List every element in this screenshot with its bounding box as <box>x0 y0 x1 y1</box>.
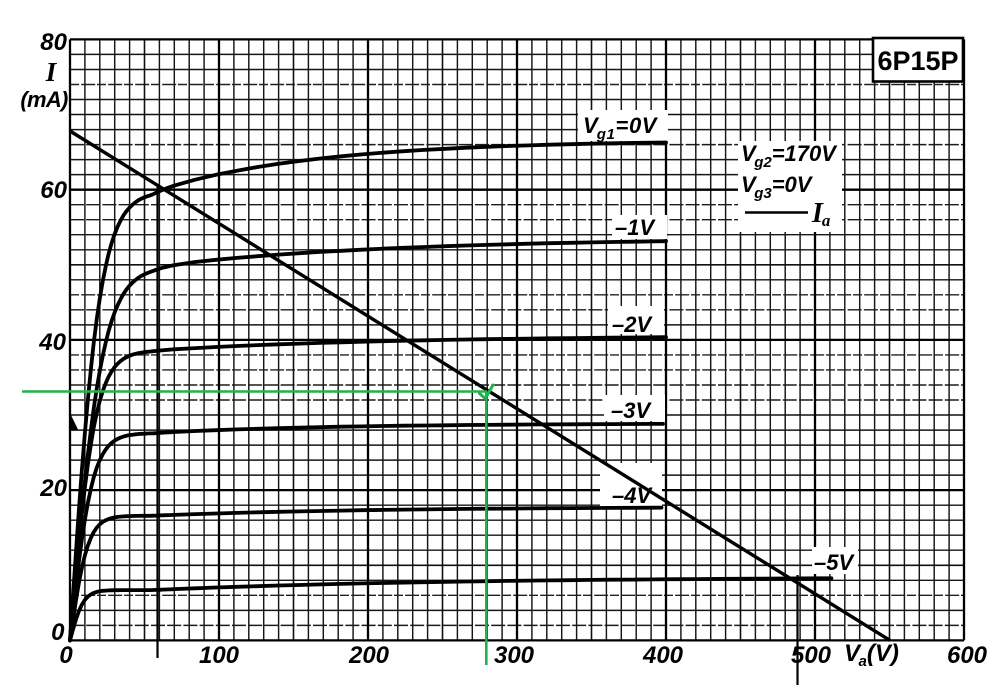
svg-text:–2V: –2V <box>612 312 653 337</box>
svg-text:500: 500 <box>791 642 832 669</box>
svg-text:60: 60 <box>40 177 67 204</box>
svg-text:–5V: –5V <box>814 550 855 575</box>
svg-text:0: 0 <box>51 619 65 646</box>
svg-text:–4V: –4V <box>612 483 653 508</box>
svg-text:Va(V): Va(V) <box>844 640 899 670</box>
svg-text:80: 80 <box>40 29 67 56</box>
svg-text:100: 100 <box>199 642 240 669</box>
svg-text:I: I <box>45 57 58 87</box>
svg-text:(mA): (mA) <box>20 87 68 112</box>
svg-text:–3V: –3V <box>611 398 652 423</box>
svg-text:–1V: –1V <box>615 215 656 240</box>
svg-text:200: 200 <box>348 642 390 669</box>
svg-text:40: 40 <box>38 329 66 356</box>
svg-text:6P15P: 6P15P <box>877 46 958 76</box>
svg-text:300: 300 <box>494 642 535 669</box>
svg-text:400: 400 <box>642 642 684 669</box>
svg-text:600: 600 <box>947 642 988 669</box>
svg-text:0: 0 <box>59 642 73 669</box>
svg-text:20: 20 <box>39 475 67 502</box>
